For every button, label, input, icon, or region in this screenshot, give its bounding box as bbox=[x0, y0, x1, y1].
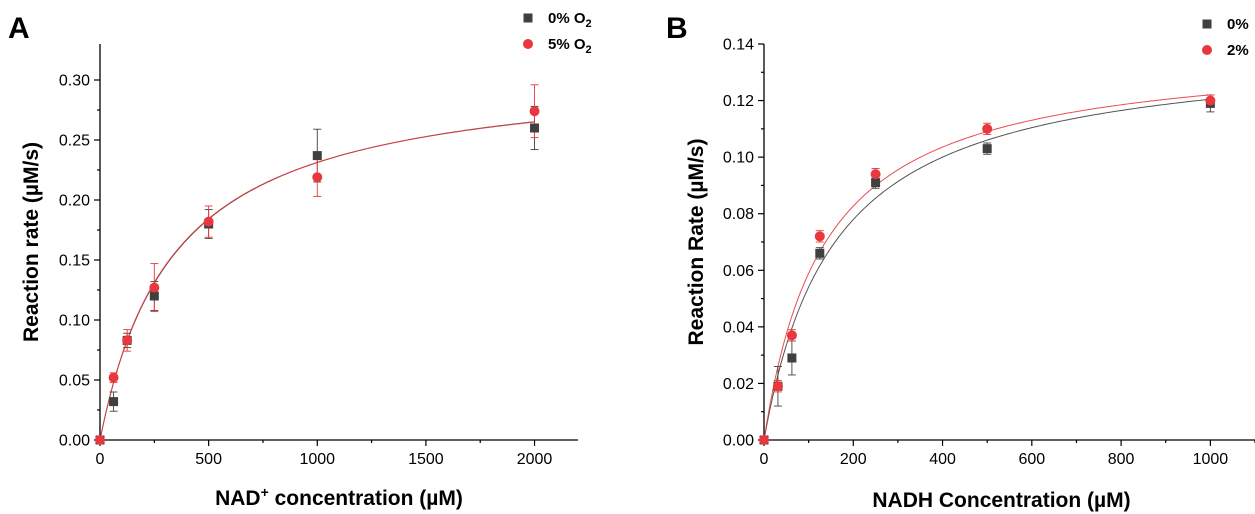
x-tick-label: 1000 bbox=[1193, 451, 1229, 468]
y-tick-label: 0.08 bbox=[723, 206, 754, 223]
legend-label: 0% O2 bbox=[548, 10, 592, 30]
legend-marker-square bbox=[523, 13, 533, 23]
y-tick-label: 0.00 bbox=[723, 433, 754, 450]
x-tick-label: 1000 bbox=[299, 451, 335, 468]
x-tick-label: 2000 bbox=[517, 451, 553, 468]
fit-curve-1 bbox=[763, 98, 1211, 441]
y-tick-label: 0.25 bbox=[59, 133, 90, 150]
y-axis-title: Reaction rate (µM/s) bbox=[20, 142, 43, 342]
y-tick-label: 0.10 bbox=[59, 313, 90, 330]
data-point-circle bbox=[529, 106, 540, 117]
y-tick-label: 0.30 bbox=[59, 73, 90, 90]
legend-label: 0% bbox=[1227, 16, 1249, 33]
x-tick-label: 600 bbox=[1018, 451, 1045, 468]
y-tick-label: 0.12 bbox=[723, 93, 754, 110]
y-tick-label: 0.20 bbox=[59, 193, 90, 210]
data-point-square bbox=[815, 248, 825, 258]
data-point-square bbox=[787, 353, 797, 363]
data-point-circle bbox=[772, 381, 783, 392]
data-point-circle bbox=[122, 335, 133, 346]
y-tick-label: 0.02 bbox=[723, 376, 754, 393]
y-tick-label: 0.00 bbox=[59, 433, 90, 450]
y-tick-label: 0.05 bbox=[59, 373, 90, 390]
data-point-circle bbox=[982, 123, 993, 134]
data-point-circle bbox=[870, 169, 881, 180]
panel-label: B bbox=[666, 12, 688, 45]
data-point-circle bbox=[108, 372, 119, 383]
x-axis-title: NADH Concentration (µM) bbox=[872, 489, 1130, 512]
data-point-square bbox=[149, 291, 159, 301]
y-tick-label: 0.06 bbox=[723, 263, 754, 280]
x-tick-label: 400 bbox=[929, 451, 956, 468]
panel-a: 0.00 0.05 0.10 0.15 0.20 0.25 0.30 0 500 1000 1500… bbox=[8, 10, 592, 510]
legend-marker-circle bbox=[1202, 45, 1212, 55]
y-tick-label: 0.14 bbox=[723, 37, 754, 54]
x-tick-label: 0 bbox=[96, 451, 105, 468]
panel-b: 0.00 0.02 0.04 0.06 0.08 0.10 0.12 0.14 0 200 400 6… bbox=[666, 12, 1255, 512]
x-tick-label: 1500 bbox=[408, 451, 444, 468]
x-tick-label: 500 bbox=[195, 451, 222, 468]
data-point-square bbox=[871, 178, 881, 188]
data-point-circle bbox=[759, 435, 769, 445]
data-point-square bbox=[530, 123, 540, 133]
panel-label: A bbox=[8, 12, 30, 45]
y-tick-label: 0.10 bbox=[723, 150, 754, 167]
data-point-circle bbox=[814, 231, 825, 242]
x-tick-label: 200 bbox=[840, 451, 867, 468]
x-tick-label: 0 bbox=[760, 451, 769, 468]
data-point-circle bbox=[786, 330, 797, 341]
legend-label: 5% O2 bbox=[548, 36, 592, 56]
legend-marker-circle bbox=[523, 39, 533, 49]
y-tick-label: 0.15 bbox=[59, 253, 90, 270]
data-point-circle bbox=[203, 216, 214, 227]
y-tick-label: 0.04 bbox=[723, 319, 754, 336]
x-axis-title: NAD+ concentration (µM) bbox=[215, 484, 463, 510]
data-point-circle bbox=[95, 435, 105, 445]
legend-marker-square bbox=[1202, 19, 1212, 29]
data-point-circle bbox=[149, 282, 160, 293]
y-axis-title: Reaction Rate (µM/s) bbox=[685, 139, 708, 346]
data-point-circle bbox=[312, 172, 323, 183]
data-point-circle bbox=[1205, 95, 1216, 106]
x-tick-label: 800 bbox=[1108, 451, 1135, 468]
data-point-square bbox=[312, 151, 322, 161]
legend-label: 2% bbox=[1227, 42, 1249, 59]
data-point-square bbox=[982, 144, 992, 154]
data-point-square bbox=[109, 397, 119, 407]
